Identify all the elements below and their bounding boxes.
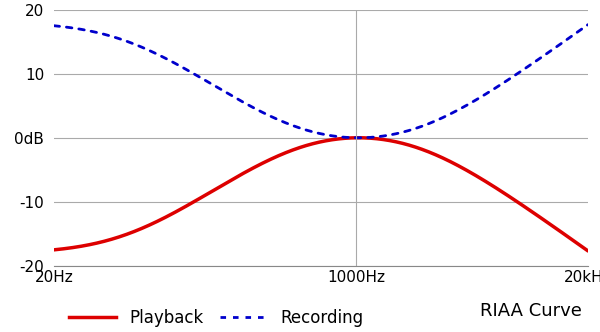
Legend: Playback, Recording: Playback, Recording: [62, 303, 370, 332]
Text: RIAA Curve: RIAA Curve: [480, 302, 582, 320]
